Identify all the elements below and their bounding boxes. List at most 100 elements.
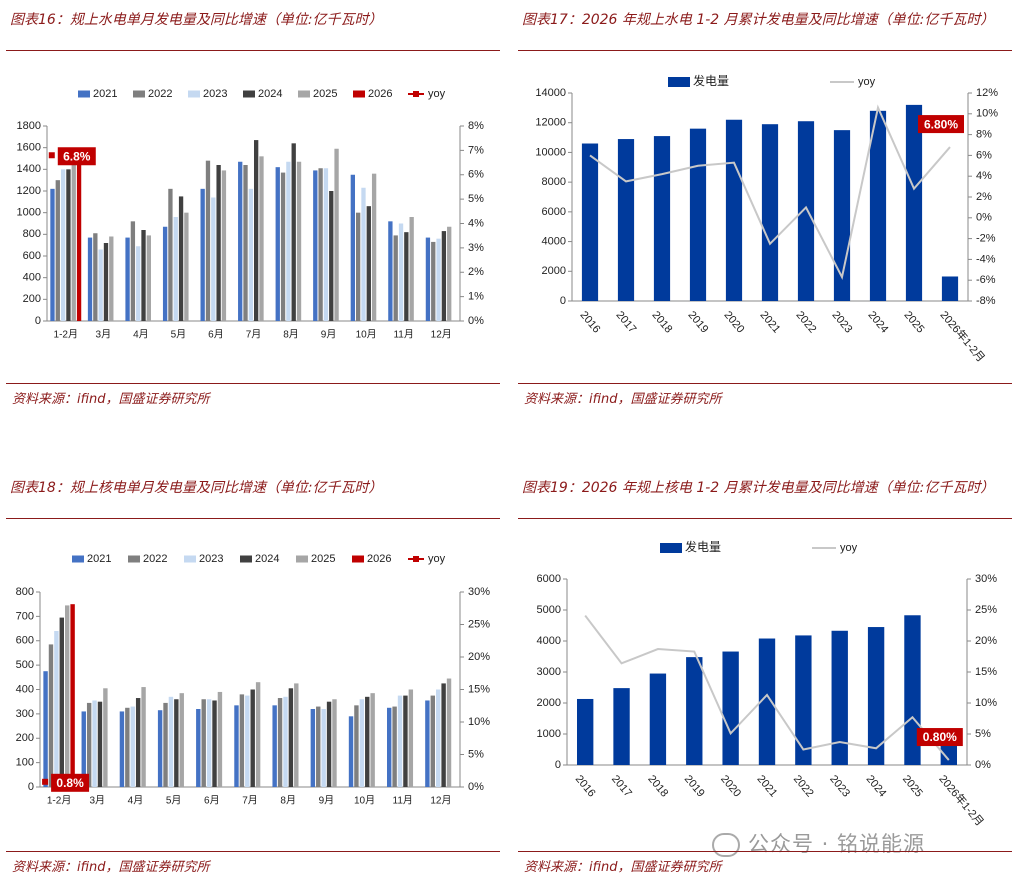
yoy-marker	[48, 152, 55, 159]
bar	[255, 682, 261, 787]
figure-source: 资料来源：ifind，国盛证券研究所	[12, 392, 210, 407]
y2-tick-label: 30%	[468, 586, 490, 598]
figure-title: 图表19：2026 年规上核电 1-2 月累计发电量及同比增速（单位:亿千瓦时）	[522, 480, 995, 496]
y-tick-label: 1200	[17, 185, 41, 197]
bar	[43, 671, 48, 787]
y-tick-label: 14000	[535, 87, 566, 99]
bar	[795, 635, 812, 765]
chart: 0 200 400 600 800 1000 1200 1400 1600 1800 0% 1% 2% 3…	[17, 88, 485, 341]
y-tick-label: 0	[560, 295, 566, 307]
bar	[103, 688, 108, 787]
legend-swatch	[298, 90, 310, 98]
bar	[318, 168, 323, 321]
watermark: 公众号 · 铭说能源	[712, 828, 925, 858]
legend-label: 2021	[87, 553, 111, 565]
x-tick-label: 5月	[166, 795, 182, 807]
bar	[613, 688, 630, 765]
x-tick-label: 8月	[283, 329, 299, 341]
bar	[76, 152, 82, 321]
bar	[359, 699, 365, 787]
title-rule	[518, 518, 1012, 519]
bar	[146, 235, 152, 321]
x-tick-label: 11月	[393, 329, 413, 341]
watermark-text: 公众号 · 铭说能源	[748, 832, 926, 856]
y-tick-label: 0	[28, 781, 34, 793]
bar	[238, 161, 243, 321]
bar	[321, 709, 326, 787]
bar	[761, 124, 779, 301]
bar	[441, 683, 446, 787]
bar	[168, 188, 173, 321]
bar	[577, 698, 594, 765]
bar	[211, 197, 216, 321]
bar	[196, 709, 201, 787]
yoy-line	[584, 614, 950, 761]
x-tick-label: 10月	[354, 795, 375, 807]
bar	[280, 172, 286, 321]
legend-label: 2023	[199, 553, 223, 565]
y2-tick-label: 0%	[976, 212, 992, 224]
x-tick-label: 2024	[865, 309, 890, 335]
bar	[71, 162, 76, 321]
bar	[205, 160, 211, 321]
y-tick-label: 1400	[17, 163, 41, 175]
figure-source: 资料来源：ifind，国盛证券研究所	[524, 392, 722, 407]
bar	[50, 188, 55, 321]
legend-swatch	[240, 555, 252, 563]
bar	[125, 707, 130, 787]
legend-swatch	[78, 90, 90, 98]
legend-swatch	[296, 555, 308, 563]
bar	[277, 698, 283, 787]
y-tick-label: 600	[16, 635, 34, 647]
x-tick-label: 2019	[682, 773, 707, 799]
bar	[436, 689, 441, 787]
bar	[162, 226, 168, 321]
x-tick-label: 12月	[431, 329, 452, 341]
bar	[254, 140, 259, 321]
y-tick-label: 2000	[542, 265, 566, 277]
y-tick-label: 6000	[542, 206, 566, 218]
legend-label: 2024	[255, 553, 279, 565]
bar	[355, 212, 361, 321]
bar	[334, 148, 339, 321]
y-tick-label: 800	[23, 228, 41, 240]
bar	[288, 688, 294, 787]
bar	[212, 700, 217, 787]
y-tick-label: 1800	[17, 120, 41, 132]
bar	[404, 232, 409, 321]
legend-label: 2021	[93, 88, 117, 100]
source-rule	[518, 383, 1012, 384]
x-tick-label: 6月	[208, 329, 224, 341]
y2-tick-label: 6%	[976, 149, 992, 161]
legend-marker	[413, 556, 419, 562]
x-tick-label: 7月	[242, 795, 258, 807]
bar	[55, 180, 60, 321]
y2-tick-label: 20%	[468, 651, 490, 663]
legend-label: 2022	[143, 553, 167, 565]
y-tick-label: 2000	[537, 697, 561, 709]
bar	[130, 221, 136, 321]
bar	[259, 156, 264, 321]
bar	[689, 128, 707, 301]
bar	[387, 707, 392, 787]
bar	[323, 168, 329, 321]
bar	[163, 702, 168, 787]
figure-source: 资料来源：ifind，国盛证券研究所	[12, 860, 210, 875]
bar	[905, 104, 923, 301]
legend-swatch	[353, 90, 365, 98]
bar	[398, 223, 404, 321]
bar	[136, 246, 141, 321]
value-label-box	[51, 773, 90, 792]
bar	[275, 167, 280, 321]
legend-label: 2023	[203, 88, 227, 100]
x-tick-label: 5月	[171, 329, 187, 341]
bar	[173, 217, 178, 321]
x-tick-label: 2019	[685, 309, 710, 335]
bar	[941, 276, 959, 301]
legend-swatch	[188, 90, 200, 98]
y-tick-label: 1600	[17, 142, 41, 154]
x-tick-label: 2021	[757, 309, 782, 335]
bar	[201, 699, 206, 787]
x-tick-label: 9月	[319, 795, 335, 807]
y2-tick-label: 30%	[975, 573, 997, 585]
